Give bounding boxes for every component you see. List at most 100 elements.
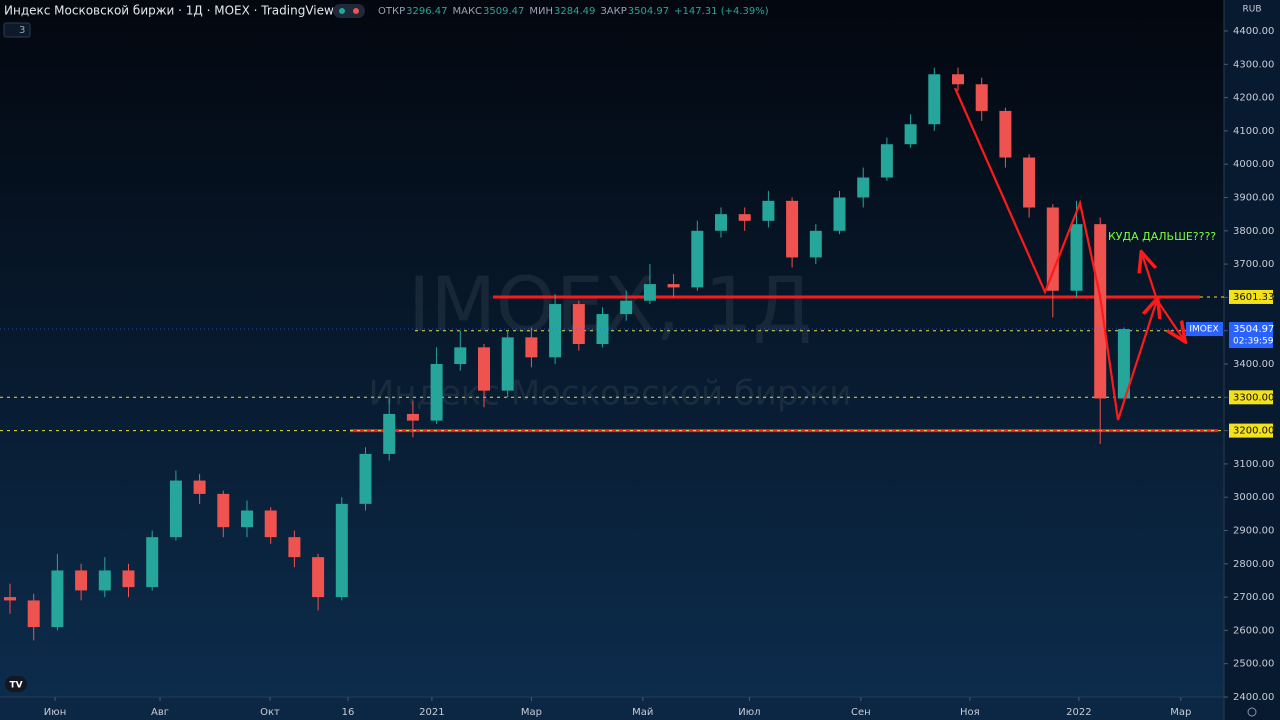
- y-tick-label: 2700.00: [1233, 592, 1274, 603]
- candle-body: [1046, 207, 1059, 291]
- watermark-subtitle: Индекс Московской биржи: [369, 374, 852, 414]
- candle-body: [549, 304, 562, 358]
- candle-body: [193, 480, 206, 494]
- candle-body: [335, 503, 348, 598]
- candle-body: [146, 537, 159, 588]
- status-dot: [339, 8, 345, 14]
- candle-body: [501, 337, 514, 391]
- y-tick-label: 3400.00: [1233, 359, 1274, 370]
- candle-body: [620, 300, 633, 315]
- settings-icon[interactable]: [1247, 707, 1257, 717]
- candle-body: [762, 200, 775, 221]
- candle-body: [904, 124, 917, 145]
- indicator-toggle[interactable]: [3, 22, 31, 38]
- candle-body: [1070, 224, 1083, 291]
- price-axis-panel: [1224, 0, 1280, 720]
- x-tick-label: 16: [342, 707, 355, 718]
- candle-body: [217, 493, 230, 528]
- ohlc-value: 3509.47: [483, 6, 524, 17]
- logo-mark: TV: [9, 681, 22, 691]
- candle-body: [241, 510, 253, 528]
- y-tick-label: 4100.00: [1233, 126, 1274, 137]
- plot-background: [0, 0, 1224, 697]
- ohlc-header: ОТКР 3296.47 МАКС 3509.47 МИН 3284.49 ЗАКР 3504…: [378, 6, 769, 17]
- candle-body: [1023, 157, 1036, 208]
- currency[interactable]: RUB: [1242, 5, 1261, 15]
- countdown: 02:39:59: [1233, 337, 1274, 347]
- y-tick-label: 2600.00: [1233, 625, 1274, 636]
- chart-title: Индекс Московской биржи · 1Д · MOEX · Tr…: [4, 4, 334, 18]
- level-label: 3200.00: [1233, 426, 1274, 437]
- candle-body: [880, 144, 893, 178]
- x-tick-label: Июл: [738, 707, 760, 718]
- time-axis-panel: [0, 697, 1224, 720]
- ohlc-value: 3296.47: [406, 6, 447, 17]
- y-tick-label: 2900.00: [1233, 526, 1274, 537]
- marks: [0, 67, 1224, 641]
- status-dot: [353, 8, 359, 14]
- y-tick-label: 2500.00: [1233, 659, 1274, 670]
- x-tick-label: Мар: [1170, 707, 1191, 718]
- y-tick-label: 3000.00: [1233, 492, 1274, 503]
- candle-body: [169, 480, 182, 538]
- symbol-label: IMOEX: [1189, 325, 1218, 335]
- watermark: IMOEX, 1Д: [408, 260, 812, 349]
- level-label-box: [1229, 289, 1273, 304]
- candle-body: [952, 74, 964, 85]
- y-tick-label: 3800.00: [1233, 226, 1274, 237]
- annotation: КУДА ДАЛЬШЕ????: [1108, 230, 1216, 243]
- indicator-count: 3: [19, 25, 25, 36]
- x-tick-label: Мар: [521, 707, 542, 718]
- candle-body: [454, 347, 467, 364]
- y-tick-label: 4300.00: [1233, 59, 1274, 70]
- symbol-box: [1186, 322, 1223, 337]
- candle-body: [857, 177, 870, 198]
- candle-body: [1117, 329, 1130, 399]
- x-tick-label: 2021: [419, 707, 444, 718]
- level-label: 3300.00: [1233, 392, 1274, 403]
- x-tick-label: Авг: [151, 707, 169, 718]
- ohlc-value: 3504.97: [628, 6, 669, 17]
- y-tick-label: 4200.00: [1233, 93, 1274, 104]
- y-tick-label: 3100.00: [1233, 459, 1274, 470]
- change: +147.31 (+4.39%): [674, 6, 769, 17]
- status-toggle[interactable]: [333, 4, 365, 18]
- candle-body: [264, 510, 277, 538]
- candle-body: [27, 600, 40, 628]
- x-tick-label: Июн: [44, 707, 66, 718]
- candle-body: [572, 304, 585, 345]
- candle-body: [643, 284, 656, 301]
- candle-body: [786, 200, 799, 258]
- candle-body: [833, 197, 846, 231]
- arrow: [1142, 254, 1159, 301]
- x-tick-label: 2022: [1066, 707, 1091, 718]
- level-label-box: [1229, 390, 1273, 405]
- candle-body: [809, 230, 822, 258]
- candle-body: [975, 84, 988, 111]
- candle-body: [738, 214, 751, 221]
- candle-body: [430, 364, 443, 421]
- last-price-label: 3504.97: [1233, 324, 1274, 335]
- candle-body: [288, 537, 301, 558]
- y-tick-label: 4000.00: [1233, 159, 1274, 170]
- candle-body: [691, 230, 704, 288]
- candle-body: [359, 453, 372, 504]
- y-tick-label: 4400.00: [1233, 26, 1274, 37]
- candle-body: [525, 337, 538, 358]
- candle-body: [478, 347, 490, 391]
- x-tick-label: Окт: [260, 707, 280, 718]
- ohlc-key: МАКС: [452, 6, 482, 17]
- candle-body: [122, 570, 135, 588]
- candle-body: [312, 557, 325, 598]
- level-label-box: [1229, 423, 1273, 438]
- y-tick-label: 3900.00: [1233, 193, 1274, 204]
- candle-body: [406, 413, 419, 421]
- candle-body: [383, 413, 396, 454]
- candle-body: [667, 284, 680, 288]
- x-tick-label: Сен: [851, 707, 871, 718]
- x-tick-label: Ноя: [960, 707, 980, 718]
- y-tick-label: 2800.00: [1233, 559, 1274, 570]
- logo[interactable]: [5, 676, 27, 692]
